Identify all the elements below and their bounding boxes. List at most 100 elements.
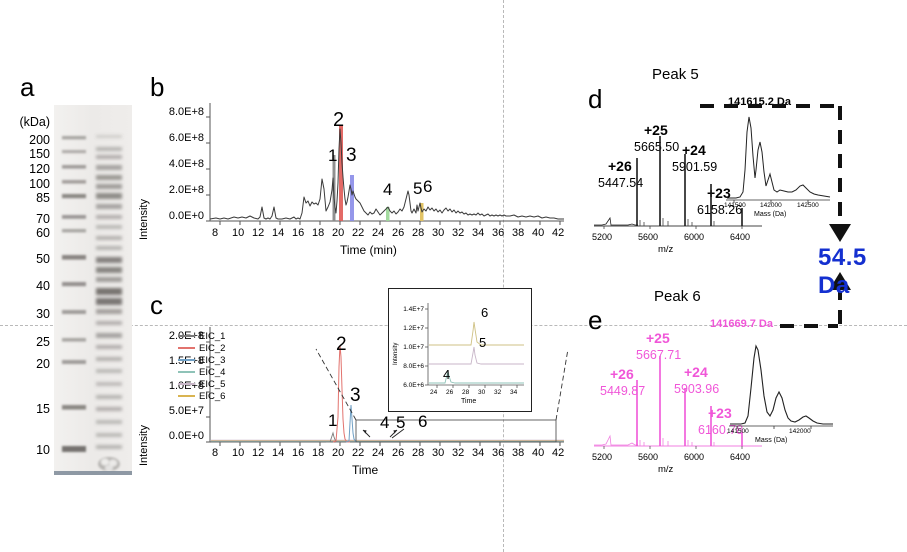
panel-b-ytick: 4.0E+8	[168, 158, 204, 170]
gel-marker: 120	[29, 162, 50, 176]
panel-a-gel: (kDa) 200 150 120 100 85 70 60 50 40 30 …	[8, 105, 132, 505]
legend-swatch-icon	[178, 395, 195, 397]
legend-swatch-icon	[178, 359, 195, 361]
panel-c-ytick: 1.0E+8	[168, 380, 204, 392]
legend-label: EIC_3	[199, 354, 226, 366]
panel-c-xtick: 30	[432, 447, 445, 459]
panel-a-letter: a	[20, 72, 35, 102]
panel-b-ytick: 2.0E+8	[168, 184, 204, 196]
legend-label: EIC_5	[199, 378, 226, 390]
panel-b-xtick: 32	[452, 227, 465, 239]
panel-b-xtick: 30	[432, 227, 445, 239]
panel-e-mz: 6160.78	[698, 423, 744, 437]
panel-d-xtick: 5200	[592, 232, 613, 242]
panel-d-mz: 5901.59	[672, 160, 718, 174]
panel-e-xtick: 5600	[638, 452, 659, 462]
panel-b-plot	[206, 103, 564, 225]
mass-difference-arrows	[700, 104, 851, 328]
panel-c-inset-peak-label: 4	[443, 367, 451, 382]
gel-lanes-image	[54, 105, 132, 475]
panel-e-mz: 5449.87	[600, 384, 646, 398]
panel-c-xtick: 34	[472, 447, 485, 459]
panel-c-xtick: 32	[452, 447, 465, 459]
gel-marker: 60	[36, 226, 50, 240]
legend-item[interactable]: EIC_5	[178, 378, 225, 390]
panel-b-xtick: 16	[292, 227, 305, 239]
panel-b-xtick: 18	[312, 227, 325, 239]
panel-b-xtick: 8	[212, 227, 219, 239]
panel-d-spectrum: +26 5447.54 +25 5665.50 +24 5901.59 +23 …	[586, 100, 766, 255]
panel-e-title: Peak 6	[654, 288, 701, 305]
panel-c-xtick: 26	[392, 447, 405, 459]
panel-b-xtick: 14	[272, 227, 285, 239]
legend-item[interactable]: EIC_1	[178, 330, 225, 342]
panel-c-xtick: 40	[532, 447, 545, 459]
legend-label: EIC_4	[199, 366, 226, 378]
panel-c-xtick: 22	[352, 447, 365, 459]
panel-c-inset-plot	[425, 303, 524, 388]
gel-marker: 85	[36, 191, 50, 205]
mass-difference-value: 54.5 Da	[818, 244, 867, 299]
panel-c-chromatogram: Intensity 0.0E+0 5.0E+7 1.0E+8 1.5E+8 2.…	[130, 318, 570, 483]
panel-c-inset-ytick: 1.2E+7	[403, 325, 424, 332]
panel-b-peak-marker-2	[339, 125, 343, 221]
panel-e-xlabel: m/z	[658, 464, 674, 475]
legend-item[interactable]: EIC_4	[178, 366, 225, 378]
panel-c-letter: c	[150, 290, 163, 320]
legend-item[interactable]: EIC_3	[178, 354, 225, 366]
panel-c-peak-label: 6	[418, 412, 428, 431]
legend-swatch-icon	[178, 347, 195, 349]
panel-c-xtick: 12	[252, 447, 265, 459]
gel-marker: 40	[36, 279, 50, 293]
panel-c-xtick: 42	[552, 447, 565, 459]
panel-b-peak-label: 6	[423, 177, 433, 196]
panel-c-inset: Intensity 6.0E+6 8.0E+6 1.0E+7 1.2E+7 1.…	[388, 288, 532, 412]
panel-b-ytick: 6.0E+8	[168, 132, 204, 144]
panel-e-charge: +23	[708, 405, 732, 421]
panel-c-inset-xtick: 26	[446, 389, 454, 396]
gel-marker: 150	[29, 147, 50, 161]
panel-e-xtick: 5200	[592, 452, 613, 462]
panel-d-xlabel: m/z	[658, 244, 674, 255]
gel-marker: 30	[36, 307, 50, 321]
panel-b-peak-marker-4	[386, 207, 390, 221]
panel-c-xtick: 10	[232, 447, 245, 459]
legend-label: EIC_2	[199, 342, 226, 354]
panel-e-letter: e	[588, 305, 603, 335]
panel-e-mass-label: 141669.7 Da	[710, 318, 773, 330]
gel-unit-label: (kDa)	[19, 115, 50, 129]
panel-e-inset-xlabel: Mass (Da)	[755, 437, 788, 444]
panel-c-xtick: 18	[312, 447, 325, 459]
legend-item[interactable]: EIC_6	[178, 390, 225, 402]
panel-b-peak-label: 3	[346, 145, 357, 166]
panel-c-ytick: 1.5E+8	[168, 355, 204, 367]
panel-c-inset-peak-label: 5	[479, 335, 487, 350]
gel-marker: 200	[29, 133, 50, 147]
panel-d-inset-xtick: 142000	[760, 202, 782, 209]
gel-marker: 70	[36, 212, 50, 226]
panel-b-xlabel: Time (min)	[340, 243, 397, 257]
panel-c-xtick: 20	[332, 447, 345, 459]
panel-c-plot	[206, 327, 569, 446]
panel-c-inset-ytick: 8.0E+6	[403, 363, 424, 370]
panel-c-ytick: 0.0E+0	[168, 430, 204, 442]
panel-c-peak-label: 4	[380, 413, 390, 432]
legend-item[interactable]: EIC_2	[178, 342, 225, 354]
panel-c-xtick: 36	[492, 447, 505, 459]
guide-line-vertical	[503, 0, 504, 552]
panel-c-ytick: 5.0E+7	[168, 405, 204, 417]
gel-marker: 10	[36, 443, 50, 457]
panel-d-charge: +26	[608, 158, 632, 174]
panel-c-inset-ytick: 6.0E+6	[403, 382, 424, 389]
panel-b-xtick: 26	[392, 227, 405, 239]
panel-c-inset-xtick: 24	[430, 389, 438, 396]
panel-b-xtick: 28	[412, 227, 425, 239]
panel-d-inset-xtick: 142500	[797, 202, 819, 209]
panel-c-xtick: 16	[292, 447, 305, 459]
panel-d-mz: 5447.54	[598, 176, 644, 190]
panel-c-xtick: 38	[512, 447, 525, 459]
panel-d-charge: +23	[707, 185, 731, 201]
panel-e-inset-xtick: 141500	[727, 428, 749, 435]
panel-d-title: Peak 5	[652, 66, 699, 83]
